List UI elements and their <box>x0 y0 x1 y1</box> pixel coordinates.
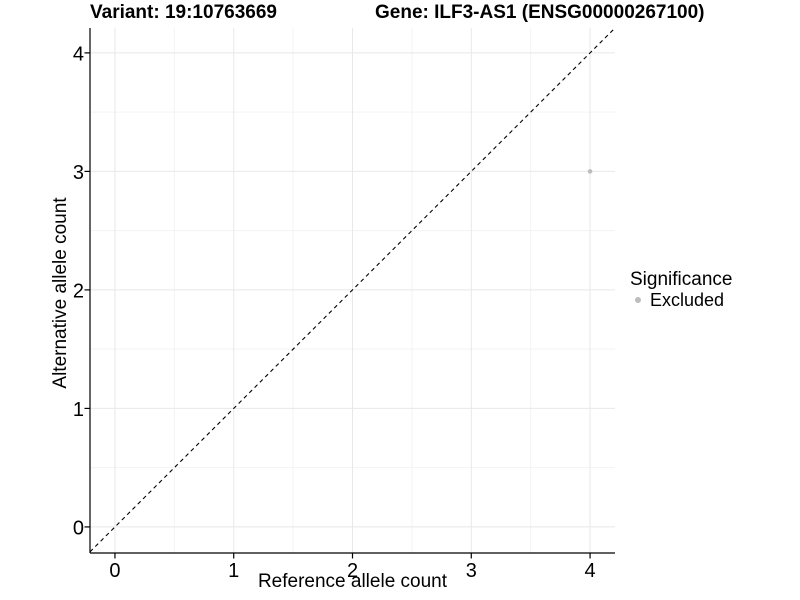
excluded-point-icon <box>635 297 641 303</box>
legend-title: Significance <box>630 269 733 290</box>
legend: Significance Excluded <box>630 269 733 310</box>
y-tick-label-3: 3 <box>73 162 84 184</box>
gene-title: Gene: ILF3-AS1 (ENSG00000267100) <box>375 2 705 23</box>
x-tick-label-3: 3 <box>466 560 477 582</box>
legend-item-label: Excluded <box>650 289 725 310</box>
x-tick-label-4: 4 <box>584 560 595 582</box>
x-tick-label-2: 2 <box>347 560 358 582</box>
y-tick-label-1: 1 <box>73 399 84 421</box>
identity-line <box>89 27 616 553</box>
legend-item-excluded: Excluded <box>630 289 732 310</box>
data-point <box>587 169 593 174</box>
x-tick-label-1: 1 <box>228 560 239 582</box>
y-tick-label-2: 2 <box>73 280 84 302</box>
y-tick-label-4: 4 <box>73 43 84 65</box>
y-axis-title: Alternative allele count <box>50 197 71 389</box>
variant-title: Variant: 19:10763669 <box>90 2 277 23</box>
x-axis-title: Reference allele count <box>257 571 448 592</box>
y-tick-label-0: 0 <box>73 517 84 539</box>
x-tick-label-0: 0 <box>109 560 120 582</box>
